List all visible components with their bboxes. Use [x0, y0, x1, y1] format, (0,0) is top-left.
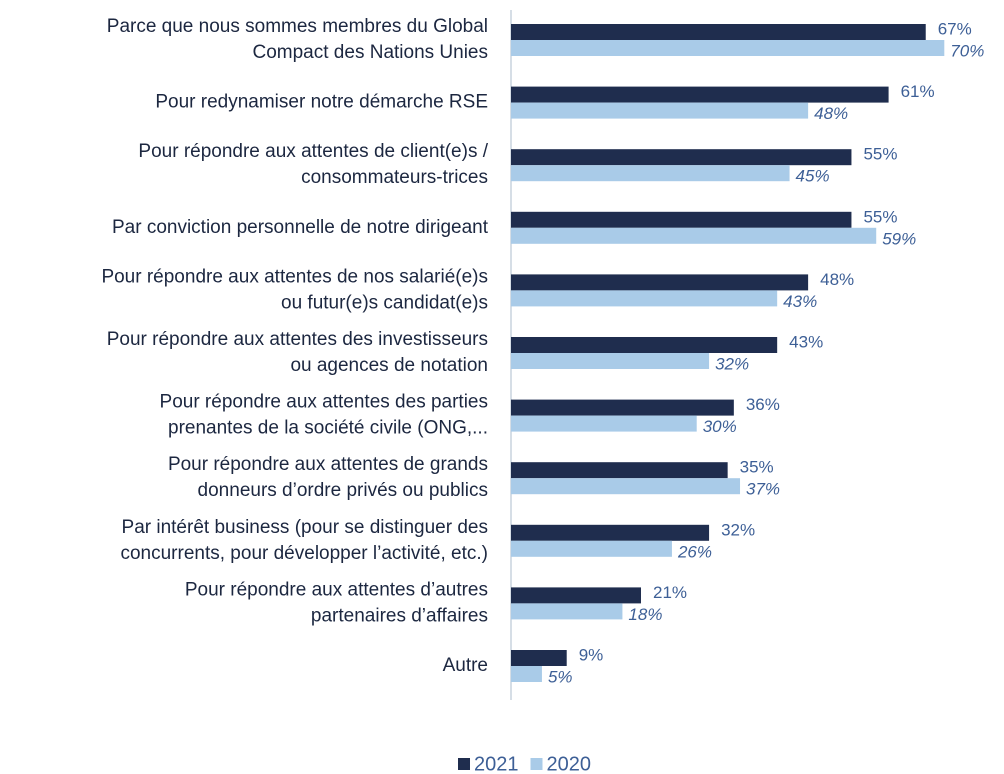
bar: [511, 415, 697, 432]
bar: [511, 290, 778, 307]
bar: [511, 274, 809, 291]
value-label: 21%: [653, 583, 687, 602]
value-label: 18%: [628, 605, 662, 624]
value-label: 43%: [783, 292, 817, 311]
value-label: 43%: [789, 332, 823, 351]
bar: [511, 337, 778, 353]
bar: [511, 587, 641, 604]
value-label: 48%: [820, 270, 854, 289]
category-label: Pour redynamiser notre démarche RSE: [155, 92, 488, 113]
value-label: 61%: [901, 82, 935, 101]
bar: [511, 650, 567, 666]
value-label: 67%: [938, 19, 972, 38]
bar: [511, 478, 741, 495]
value-label: 32%: [715, 354, 749, 373]
bar: [511, 165, 790, 182]
legend-swatch: [458, 758, 470, 770]
category-label: Parce que nous sommes membres du Global C…: [107, 16, 488, 63]
bar: [511, 540, 672, 557]
bar: [511, 211, 852, 228]
value-label: 45%: [796, 167, 830, 186]
category-label: Pour répondre aux attentes des investiss…: [107, 329, 488, 376]
category-label: Pour répondre aux attentes de nos salari…: [101, 266, 488, 313]
value-label: 30%: [703, 417, 737, 436]
value-label: 37%: [746, 480, 780, 499]
value-label: 32%: [721, 520, 755, 539]
bar: [511, 40, 945, 56]
category-label: Par conviction personnelle de notre diri…: [112, 217, 489, 238]
category-label: Autre: [443, 655, 488, 676]
bar: [511, 399, 734, 416]
legend-label: 2020: [547, 753, 592, 774]
value-label: 70%: [950, 41, 984, 60]
bar: [511, 603, 623, 620]
bar: [511, 353, 710, 369]
value-label: 59%: [882, 229, 916, 248]
value-label: 36%: [746, 395, 780, 414]
value-label: 26%: [677, 542, 712, 561]
category-label: Par intérêt business (pour se distinguer…: [120, 517, 488, 564]
value-label: 35%: [740, 458, 774, 477]
bar: [511, 24, 926, 40]
legend-label: 2021: [474, 753, 519, 774]
category-label: Pour répondre aux attentes de client(e)s…: [138, 141, 488, 188]
category-label: Pour répondre aux attentes des parties pr…: [160, 392, 488, 439]
bar: [511, 524, 710, 541]
bar: [511, 227, 877, 244]
value-label: 48%: [814, 104, 848, 123]
category-label: Pour répondre aux attentes d’autres parte…: [185, 579, 488, 626]
bar: [511, 102, 809, 119]
bar: [511, 86, 889, 103]
category-label: Pour répondre aux attentes de grands donn…: [168, 454, 488, 501]
legend-swatch: [530, 758, 543, 770]
value-label: 5%: [548, 667, 573, 686]
value-label: 55%: [863, 207, 897, 226]
bar: [511, 149, 852, 166]
value-label: 9%: [579, 645, 604, 664]
bar: [511, 666, 542, 682]
value-label: 55%: [863, 145, 897, 164]
bar: [511, 462, 728, 479]
